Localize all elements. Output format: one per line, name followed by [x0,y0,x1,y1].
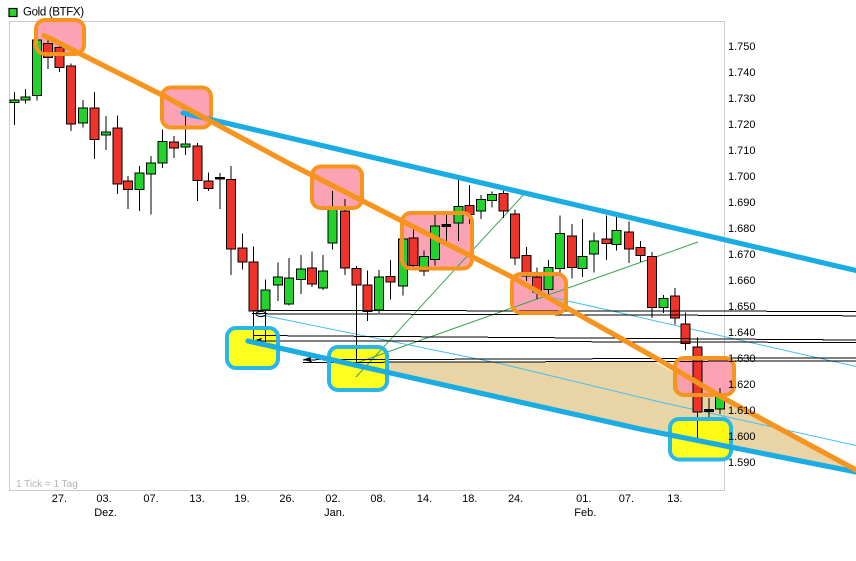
svg-text:07.: 07. [143,493,158,505]
svg-text:02.: 02. [325,493,340,505]
svg-text:Jan.: Jan. [324,507,345,519]
svg-text:1.620: 1.620 [728,379,756,391]
svg-text:1.670: 1.670 [728,249,756,261]
svg-text:Feb.: Feb. [574,507,596,519]
svg-text:1.660: 1.660 [728,275,756,287]
svg-text:Gold (BTFX): Gold (BTFX) [23,7,84,19]
svg-text:1.700: 1.700 [728,171,756,183]
svg-text:1.690: 1.690 [728,197,756,209]
svg-text:1.740: 1.740 [728,67,756,79]
svg-text:13.: 13. [667,493,682,505]
svg-text:18.: 18. [462,493,477,505]
svg-text:13.: 13. [189,493,204,505]
svg-text:1 Tick = 1 Tag: 1 Tick = 1 Tag [16,479,78,490]
svg-text:1.710: 1.710 [728,145,756,157]
svg-text:24.: 24. [508,493,523,505]
svg-text:08.: 08. [370,493,385,505]
svg-text:1.720: 1.720 [728,119,756,131]
svg-text:1.600: 1.600 [728,431,756,443]
svg-text:1.640: 1.640 [728,327,756,339]
svg-text:19.: 19. [234,493,249,505]
svg-text:1.590: 1.590 [728,457,756,469]
svg-text:1.730: 1.730 [728,93,756,105]
svg-text:1.650: 1.650 [728,301,756,313]
svg-text:Dez.: Dez. [94,507,117,519]
svg-text:14.: 14. [417,493,432,505]
svg-text:26.: 26. [279,493,294,505]
svg-text:1.610: 1.610 [728,405,756,417]
svg-text:03.: 03. [96,493,111,505]
svg-text:1.630: 1.630 [728,353,756,365]
svg-text:1.750: 1.750 [728,41,756,53]
svg-text:1.680: 1.680 [728,223,756,235]
svg-text:07.: 07. [619,493,634,505]
svg-text:27.: 27. [52,493,67,505]
svg-text:01.: 01. [576,493,591,505]
